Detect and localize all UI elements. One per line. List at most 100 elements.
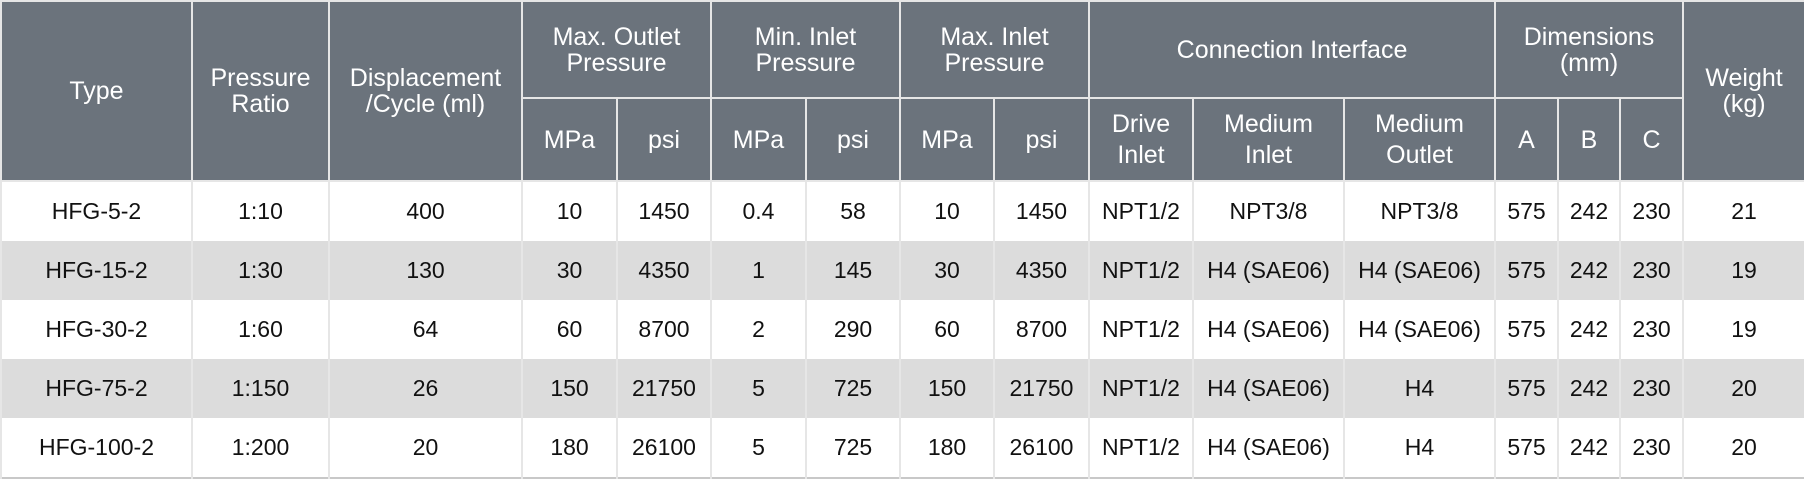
table-cell: H4 (SAE06) xyxy=(1342,300,1497,359)
table-cell: 725 xyxy=(805,359,901,418)
table-cell: 4350 xyxy=(616,241,712,300)
table-cell: 575 xyxy=(1494,418,1560,478)
table-cell: 1:30 xyxy=(191,241,330,300)
table-cell: 230 xyxy=(1619,359,1685,418)
table-cell: H4 xyxy=(1342,418,1497,478)
table-cell: 60 xyxy=(899,300,995,359)
table-cell: NPT1/2 xyxy=(1088,359,1194,418)
table-cell: 10 xyxy=(899,181,995,241)
table-cell: 575 xyxy=(1494,359,1560,418)
table-cell: 4350 xyxy=(993,241,1090,300)
table-cell: HFG-75-2 xyxy=(0,359,193,418)
header-max-inlet-label: Max. Inlet Pressure xyxy=(940,22,1049,77)
table-cell: 19 xyxy=(1682,300,1804,359)
header-medium-outlet-label: Medium Outlet xyxy=(1375,109,1464,169)
header-max-outlet-mpa: MPa xyxy=(521,97,618,182)
table-cell: 5 xyxy=(710,418,807,478)
table-cell: 575 xyxy=(1494,300,1560,359)
table-row: HFG-5-2 1:10 400 10 1450 0.4 58 10 1450 NPT1/2 NPT… xyxy=(0,181,1804,241)
table-cell: HFG-15-2 xyxy=(0,241,193,300)
table-cell: HFG-5-2 xyxy=(0,181,193,241)
table-cell: 145 xyxy=(805,241,901,300)
table-cell: 2 xyxy=(710,300,807,359)
table-cell: 150 xyxy=(521,359,618,418)
header-connection-interface: Connection Interface xyxy=(1087,0,1497,99)
header-max-inlet-psi: psi xyxy=(993,97,1090,182)
table-cell: NPT1/2 xyxy=(1088,181,1194,241)
table-cell: 26100 xyxy=(993,418,1090,478)
header-drive-inlet-label: Drive Inlet xyxy=(1111,109,1171,169)
table-cell: 1:60 xyxy=(191,300,330,359)
table-cell: 20 xyxy=(328,418,523,478)
table-cell: HFG-30-2 xyxy=(0,300,193,359)
table-cell: 290 xyxy=(805,300,901,359)
table-cell: 400 xyxy=(328,181,523,241)
header-dim-c: C xyxy=(1619,97,1685,182)
table-row: HFG-100-2 1:200 20 180 26100 5 725 180 26100 NPT1… xyxy=(0,418,1804,478)
table-row: HFG-15-2 1:30 130 30 4350 1 145 30 4350 NPT1/2 H4 … xyxy=(0,241,1804,300)
table-cell: 26 xyxy=(328,359,523,418)
header-min-inlet-label: Min. Inlet Pressure xyxy=(754,22,857,77)
table-body: HFG-5-2 1:10 400 10 1450 0.4 58 10 1450 NPT1/2 NPT… xyxy=(0,181,1804,478)
header-max-outlet-pressure: Max. Outlet Pressure xyxy=(521,0,712,99)
table-cell: 21750 xyxy=(616,359,712,418)
table-cell: 8700 xyxy=(993,300,1090,359)
table-cell: 64 xyxy=(328,300,523,359)
table-cell: 30 xyxy=(521,241,618,300)
table-cell: 575 xyxy=(1494,181,1560,241)
table-cell: H4 (SAE06) xyxy=(1192,300,1345,359)
header-min-inlet-mpa: MPa xyxy=(710,97,807,182)
table-cell: 1450 xyxy=(616,181,712,241)
header-dimensions-label: Dimensions (mm) xyxy=(1523,22,1655,77)
table-cell: 1:10 xyxy=(191,181,330,241)
header-displacement-label: Displacement /Cycle (ml) xyxy=(349,64,502,118)
table-cell: 58 xyxy=(805,181,901,241)
table-cell: 725 xyxy=(805,418,901,478)
header-displacement: Displacement /Cycle (ml) xyxy=(328,0,523,182)
table-cell: 21750 xyxy=(993,359,1090,418)
table-cell: NPT1/2 xyxy=(1088,300,1194,359)
table-cell: NPT1/2 xyxy=(1088,241,1194,300)
table-cell: HFG-100-2 xyxy=(0,418,193,478)
header-max-outlet-psi: psi xyxy=(616,97,712,182)
table-cell: 5 xyxy=(710,359,807,418)
table-cell: 26100 xyxy=(616,418,712,478)
table-cell: 0.4 xyxy=(710,181,807,241)
header-medium-inlet-label: Medium Inlet xyxy=(1224,109,1313,169)
header-weight: Weight (kg) xyxy=(1682,0,1804,182)
header-pressure-ratio-label: Pressure Ratio xyxy=(210,64,311,118)
header-medium-outlet: Medium Outlet xyxy=(1342,97,1497,182)
table-cell: 1:200 xyxy=(191,418,330,478)
header-min-inlet-pressure: Min. Inlet Pressure xyxy=(710,0,901,99)
table-cell: NPT1/2 xyxy=(1088,418,1194,478)
table-cell: 8700 xyxy=(616,300,712,359)
table-cell: 575 xyxy=(1494,241,1560,300)
table-row: HFG-75-2 1:150 26 150 21750 5 725 150 21750 NPT1/… xyxy=(0,359,1804,418)
table-cell: 20 xyxy=(1682,359,1804,418)
table-cell: 230 xyxy=(1619,181,1685,241)
table-cell: 242 xyxy=(1557,181,1622,241)
header-min-inlet-psi: psi xyxy=(805,97,901,182)
table-cell: 180 xyxy=(521,418,618,478)
header-max-inlet-pressure: Max. Inlet Pressure xyxy=(899,0,1090,99)
header-type: Type xyxy=(0,0,193,182)
table-cell: 19 xyxy=(1682,241,1804,300)
table-cell: 242 xyxy=(1557,418,1622,478)
table-cell: 1:150 xyxy=(191,359,330,418)
table-cell: 242 xyxy=(1557,300,1622,359)
table-cell: 30 xyxy=(899,241,995,300)
table-cell: 1450 xyxy=(993,181,1090,241)
header-weight-label: Weight (kg) xyxy=(1705,64,1783,118)
header-dim-b: B xyxy=(1557,97,1622,182)
table-cell: 130 xyxy=(328,241,523,300)
table-cell: NPT3/8 xyxy=(1342,181,1497,241)
table-cell: 1 xyxy=(710,241,807,300)
table-cell: 180 xyxy=(899,418,995,478)
table-cell: 242 xyxy=(1557,359,1622,418)
table-cell: H4 xyxy=(1342,359,1497,418)
header-dimensions: Dimensions (mm) xyxy=(1494,0,1685,99)
table-cell: 21 xyxy=(1682,181,1804,241)
table-cell: H4 (SAE06) xyxy=(1192,359,1345,418)
table-cell: 230 xyxy=(1619,241,1685,300)
